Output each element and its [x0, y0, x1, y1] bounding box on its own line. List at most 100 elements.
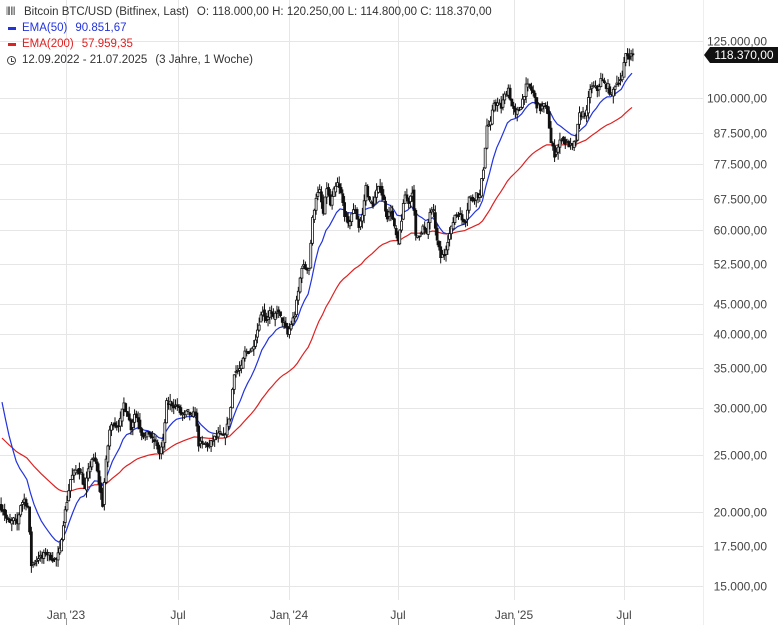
candle [213, 435, 217, 447]
candle [110, 422, 113, 437]
candle-body [423, 226, 427, 230]
candle-body [311, 217, 314, 244]
candle [350, 213, 354, 226]
ema200-value: 57.959,35 [81, 38, 133, 50]
candle [556, 143, 560, 160]
candle-body [448, 233, 451, 240]
candle [236, 365, 240, 375]
candle-body [218, 430, 222, 434]
candle-body [393, 218, 396, 227]
candle-body [337, 183, 341, 188]
candle [252, 339, 256, 356]
chart-legend: ⫴⫴ Bitcoin BTC/USD (Bitfinex, Last) O: 1… [6, 4, 492, 68]
candle-body [528, 83, 532, 87]
candle [432, 204, 435, 218]
candle [606, 79, 610, 94]
y-tick-label: 20.000,00 [714, 506, 768, 520]
candle [391, 205, 395, 221]
legend-ema50-row[interactable]: EMA(50) 90.851,67 [6, 20, 492, 36]
candle [490, 104, 494, 126]
candle [442, 248, 446, 261]
candle-body [106, 445, 110, 463]
candle-body [631, 53, 635, 56]
legend-ema200-row[interactable]: EMA(200) 57.959,35 [6, 36, 492, 52]
candle-body [33, 562, 37, 565]
candle [238, 361, 241, 377]
candle-body [606, 83, 610, 89]
candle-body [3, 509, 7, 516]
candle-body [134, 413, 138, 419]
candle-body [250, 347, 254, 352]
x-tick-label: Jan '24 [270, 608, 309, 622]
candle-body [56, 552, 60, 561]
candle [88, 461, 92, 479]
candle-body [17, 514, 21, 525]
candle-body [343, 202, 346, 217]
candle-body [213, 435, 217, 441]
candle-body [547, 111, 551, 129]
candle [400, 214, 403, 233]
candle [394, 225, 398, 239]
candle [234, 365, 238, 378]
candle [631, 48, 635, 62]
candle [175, 398, 179, 411]
ema200-line [1, 106, 633, 493]
candle-body [613, 86, 617, 90]
candle-body [120, 408, 124, 422]
candle-body [599, 78, 603, 87]
y-tick-label: 52.500,00 [714, 258, 768, 272]
candle-body [435, 227, 439, 241]
candle [601, 73, 605, 82]
candle [453, 214, 457, 225]
candle [127, 406, 131, 422]
y-tick-label: 125.000,00 [707, 35, 767, 49]
candle-body [61, 525, 65, 541]
candle-body [524, 83, 528, 97]
candle-body [398, 229, 402, 245]
candle-body [85, 477, 88, 491]
candle [86, 462, 90, 482]
candle-body [266, 316, 270, 320]
candle-body [188, 411, 192, 416]
candle-body [323, 196, 327, 215]
candle [433, 205, 437, 236]
candlestick-icon[interactable]: ⫴⫴ [6, 6, 16, 18]
candle [343, 196, 346, 222]
candle-body [553, 145, 556, 158]
candle [247, 351, 250, 355]
candle-body [382, 194, 386, 201]
candlestick-series[interactable] [0, 48, 635, 573]
candle [519, 106, 523, 111]
candle [259, 311, 263, 323]
candle-body [295, 299, 298, 316]
candle [184, 410, 188, 418]
candle-body [298, 277, 302, 293]
candle-body [142, 432, 145, 438]
candle [437, 240, 441, 251]
candle [163, 419, 167, 451]
candle-body [316, 192, 320, 197]
candle-body [487, 124, 491, 127]
x-tick-label: Jul [170, 608, 185, 622]
candle [90, 457, 94, 470]
candle [426, 219, 430, 240]
y-tick-label: 30.000,00 [714, 402, 768, 416]
y-tick-label: 87.500,00 [714, 127, 768, 141]
candle-body [102, 481, 106, 505]
candle-body [149, 432, 153, 438]
candle-body [355, 209, 359, 220]
candle-body [558, 139, 562, 148]
candle [63, 506, 67, 528]
candle [384, 196, 387, 217]
candle [142, 432, 145, 440]
candle-body [159, 446, 163, 455]
candle [457, 211, 460, 220]
candle-body [42, 552, 46, 559]
candle [334, 182, 338, 197]
candle-body [428, 212, 432, 223]
candle [380, 182, 384, 202]
candle [113, 417, 117, 429]
y-tick-label: 35.000,00 [714, 362, 768, 376]
candle-body [275, 311, 279, 314]
